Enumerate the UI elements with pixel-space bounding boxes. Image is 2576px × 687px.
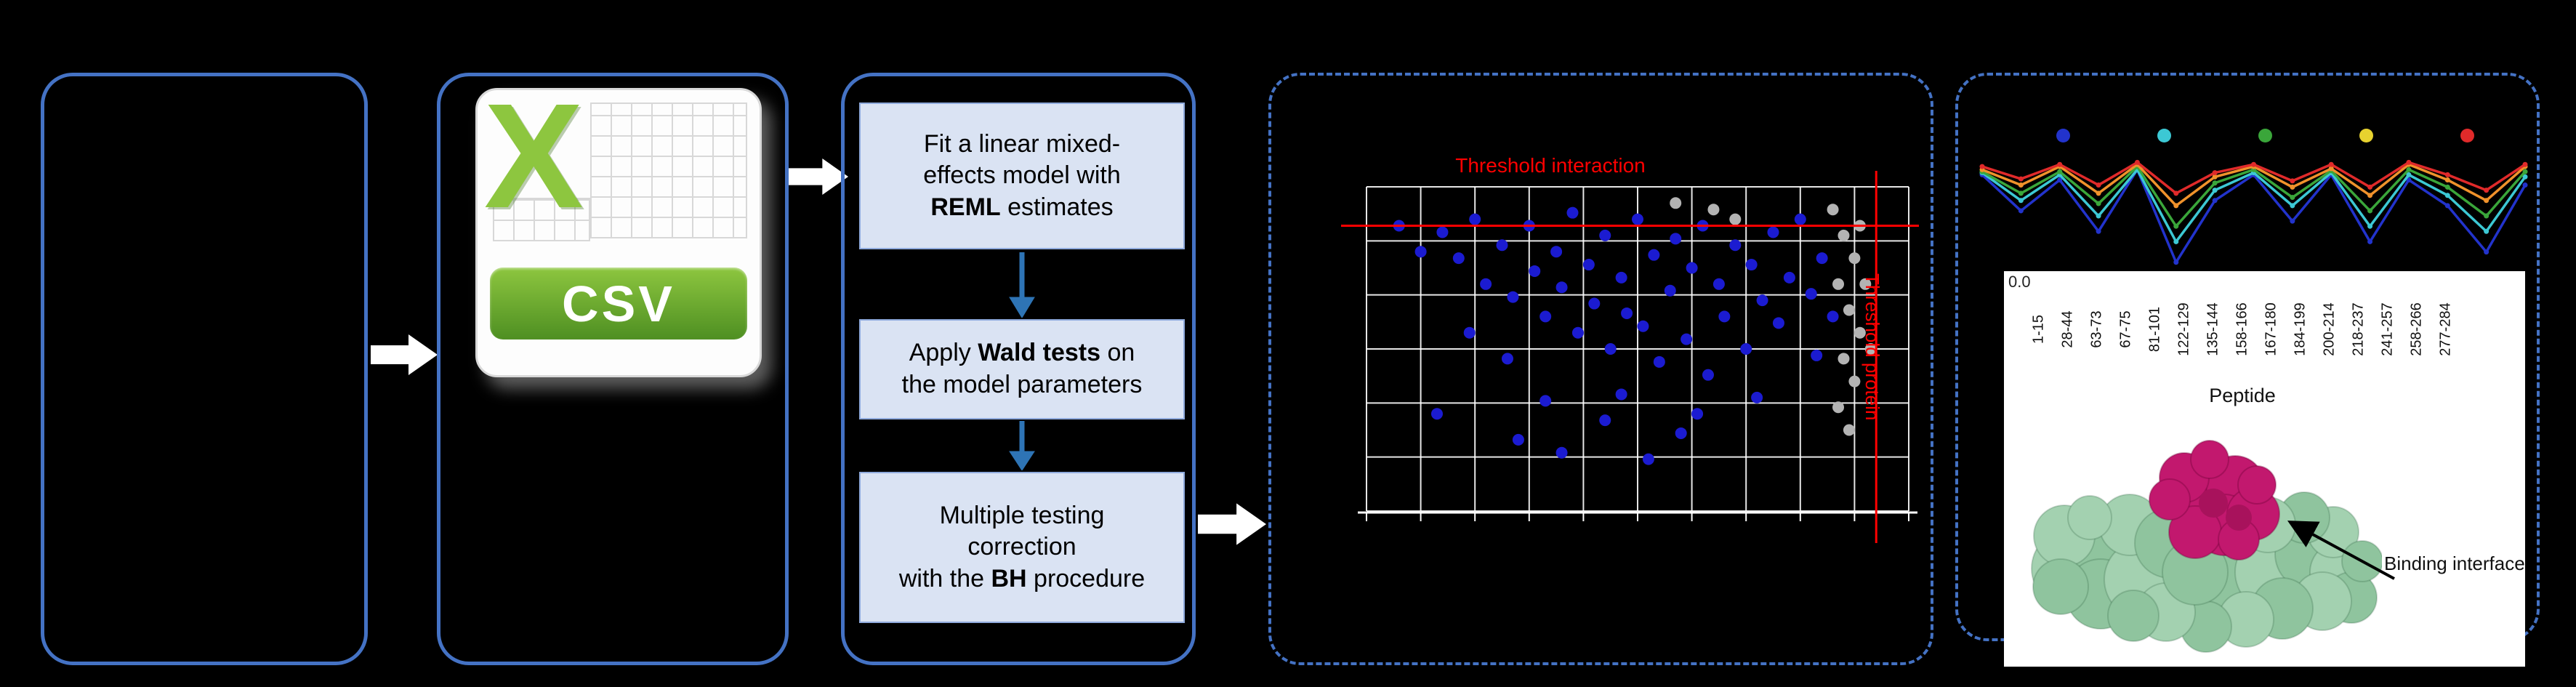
- csv-banner-label: CSV: [489, 267, 748, 340]
- peptide-tick-label: 158-166: [2234, 302, 2250, 356]
- timepoint-legend: [2056, 126, 2474, 144]
- down-arrow-icon: [1009, 421, 1035, 470]
- legend-dot: [2157, 128, 2171, 142]
- results-panel: 0.0 1-15 28-44 63-73 67-75 81-101 122-129 135-…: [1955, 73, 2540, 667]
- csv-panel: X CSV: [437, 73, 789, 665]
- peptide-tick: 122-129: [2170, 278, 2199, 380]
- spreadsheet-grid: [589, 102, 748, 238]
- legend-dot: [2460, 128, 2474, 142]
- step-fit-model: Fit a linear mixed- effects model with R…: [859, 103, 1185, 249]
- peptide-tick: 277-284: [2431, 278, 2460, 380]
- peptide-tick-label: 122-129: [2175, 302, 2192, 356]
- peptide-tick: 158-166: [2228, 278, 2257, 380]
- peptide-tick: 1-15: [2024, 278, 2053, 380]
- volcano-plot: [1341, 171, 1919, 543]
- step-bh-correction: Multiple testing correction with the BH …: [859, 472, 1185, 623]
- peptide-tick-label: 28-44: [2059, 310, 2076, 348]
- binding-site-surface: [2149, 440, 2280, 561]
- flow-arrow-icon: [789, 158, 848, 195]
- step-text: Apply Wald tests on the model parameters: [901, 339, 1143, 398]
- flow-arrow-icon: [1198, 503, 1266, 545]
- pipeline-panel: Fit a linear mixed- effects model with R…: [841, 73, 1196, 665]
- peptide-tick: 167-180: [2257, 278, 2286, 380]
- peptide-tick-label: 258-266: [2408, 302, 2425, 356]
- down-arrow-icon: [1009, 252, 1035, 318]
- peptide-tick-label: 81-101: [2146, 306, 2163, 353]
- legend-dot: [2056, 128, 2070, 142]
- peptide-tick: 67-75: [2112, 278, 2141, 380]
- peptide-tick-label: 167-180: [2263, 302, 2279, 356]
- binding-interface-arrow-icon: [2287, 521, 2395, 580]
- peptide-tick-label: 200-214: [2321, 302, 2338, 356]
- results-figure-card: 0.0 1-15 28-44 63-73 67-75 81-101 122-129 135-…: [2004, 271, 2525, 667]
- flow-arrow-icon: [371, 334, 438, 375]
- peptide-tick-label: 1-15: [2030, 314, 2047, 345]
- peptide-tick: 200-214: [2315, 278, 2344, 380]
- excel-x-logo: X: [483, 73, 584, 240]
- peptide-tick-label: 63-73: [2088, 310, 2105, 348]
- csv-file-icon: X CSV: [475, 73, 762, 377]
- binding-interface-label: Binding interface: [2384, 553, 2525, 574]
- step-text: Multiple testing correction with the BH …: [898, 501, 1146, 592]
- spreadsheet-grid: [492, 198, 590, 241]
- peptide-tick: 241-257: [2373, 278, 2402, 380]
- peptide-tick: 28-44: [2053, 278, 2082, 380]
- peptide-tick: 258-266: [2402, 278, 2431, 380]
- threshold-protein-label: Threshold protein: [1861, 273, 1883, 421]
- peptide-axis: 1-15 28-44 63-73 67-75 81-101 122-129 135-144 1…: [2024, 278, 2460, 380]
- legend-dot: [2359, 128, 2373, 142]
- peptide-tick-label: 135-144: [2205, 302, 2221, 356]
- uptake-plot: [1979, 159, 2528, 265]
- volcano-panel: Threshold interaction Threshold protein: [1268, 73, 1933, 665]
- y-axis-tick-label: 0.0: [2008, 273, 2031, 291]
- peptide-tick-label: 218-237: [2350, 302, 2367, 356]
- threshold-interaction-label: Threshold interaction: [1455, 154, 1646, 177]
- peptide-axis-title: Peptide: [2209, 385, 2276, 406]
- step-text: Fit a linear mixed- effects model with R…: [923, 129, 1121, 221]
- peptide-tick-label: 67-75: [2117, 310, 2134, 348]
- step-wald-tests: Apply Wald tests on the model parameters: [859, 319, 1185, 419]
- peptide-tick: 135-144: [2199, 278, 2228, 380]
- input-panel: [41, 73, 368, 665]
- peptide-tick: 218-237: [2344, 278, 2373, 380]
- legend-dot: [2258, 128, 2272, 142]
- peptide-tick-label: 184-199: [2292, 302, 2309, 356]
- peptide-tick-label: 277-284: [2437, 302, 2454, 356]
- peptide-tick: 63-73: [2082, 278, 2112, 380]
- peptide-tick-label: 241-257: [2379, 302, 2396, 356]
- peptide-tick: 81-101: [2141, 278, 2170, 380]
- peptide-tick: 184-199: [2286, 278, 2315, 380]
